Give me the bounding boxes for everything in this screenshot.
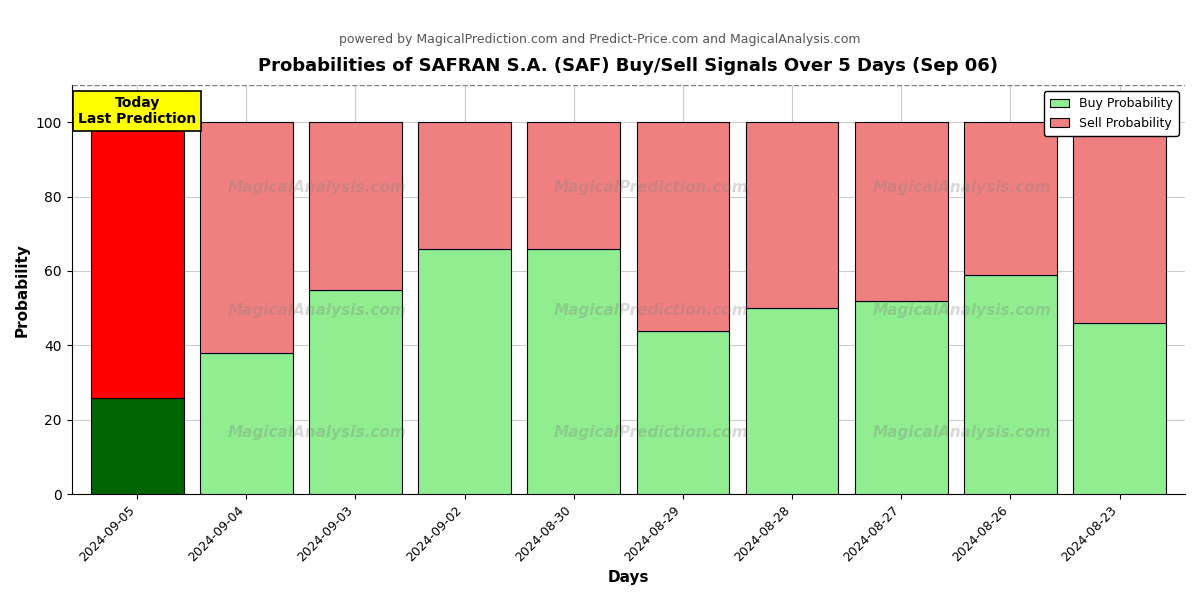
Bar — [1073, 122, 1166, 323]
Y-axis label: Probability: Probability — [16, 242, 30, 337]
Bar — [964, 122, 1057, 275]
Text: MagicalAnalysis.com: MagicalAnalysis.com — [227, 180, 406, 195]
Bar — [91, 122, 184, 398]
Text: MagicalAnalysis.com: MagicalAnalysis.com — [872, 302, 1051, 317]
Text: MagicalPrediction.com: MagicalPrediction.com — [553, 425, 748, 440]
Text: MagicalAnalysis.com: MagicalAnalysis.com — [872, 425, 1051, 440]
Bar — [200, 122, 293, 353]
Text: MagicalAnalysis.com: MagicalAnalysis.com — [872, 180, 1051, 195]
Bar — [527, 248, 620, 494]
Bar — [636, 122, 730, 331]
Bar — [854, 122, 948, 301]
Text: MagicalPrediction.com: MagicalPrediction.com — [553, 180, 748, 195]
Text: MagicalAnalysis.com: MagicalAnalysis.com — [227, 302, 406, 317]
Text: MagicalPrediction.com: MagicalPrediction.com — [553, 302, 748, 317]
Bar — [91, 398, 184, 494]
Bar — [1073, 323, 1166, 494]
Bar — [419, 122, 511, 248]
Title: Probabilities of SAFRAN S.A. (SAF) Buy/Sell Signals Over 5 Days (Sep 06): Probabilities of SAFRAN S.A. (SAF) Buy/S… — [258, 57, 998, 75]
Text: MagicalAnalysis.com: MagicalAnalysis.com — [227, 425, 406, 440]
Bar — [854, 301, 948, 494]
Bar — [527, 122, 620, 248]
Bar — [310, 290, 402, 494]
Bar — [419, 248, 511, 494]
Text: powered by MagicalPrediction.com and Predict-Price.com and MagicalAnalysis.com: powered by MagicalPrediction.com and Pre… — [340, 32, 860, 46]
Bar — [745, 122, 839, 308]
Bar — [745, 308, 839, 494]
Bar — [310, 122, 402, 290]
Text: Today
Last Prediction: Today Last Prediction — [78, 96, 197, 126]
X-axis label: Days: Days — [607, 570, 649, 585]
Legend: Buy Probability, Sell Probability: Buy Probability, Sell Probability — [1044, 91, 1178, 136]
Bar — [964, 275, 1057, 494]
Bar — [200, 353, 293, 494]
Bar — [636, 331, 730, 494]
